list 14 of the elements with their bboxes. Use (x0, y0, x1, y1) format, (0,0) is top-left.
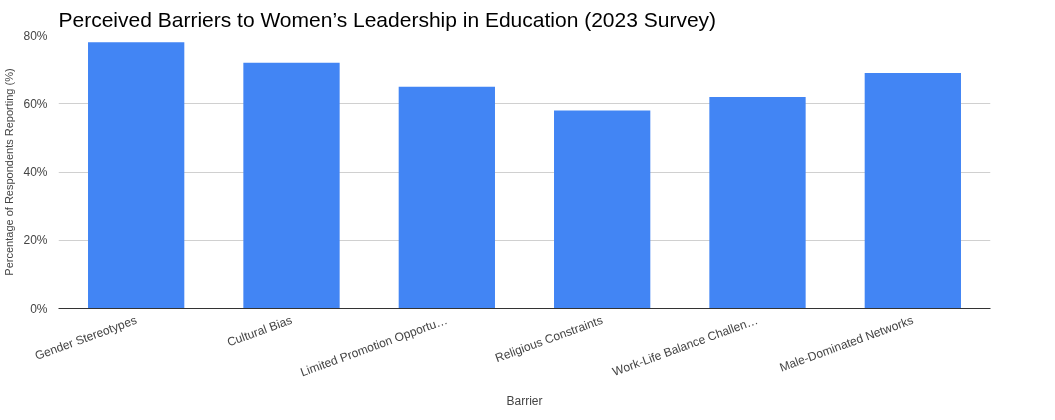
y-tick-label: 20% (23, 233, 48, 248)
y-tick-label: 0% (30, 301, 48, 316)
bar (864, 73, 961, 309)
bar (554, 110, 651, 309)
bar (88, 42, 185, 309)
y-axis-title: Percentage of Respondents Reporting (%) (3, 68, 16, 276)
y-tick-label: 60% (23, 96, 48, 111)
x-axis-title: Barrier (506, 393, 543, 408)
bar (709, 96, 806, 309)
bar (243, 62, 340, 309)
chart-title: Perceived Barriers to Women’s Leadership in Education (2023 Survey) (58, 7, 717, 31)
y-tick-label: 40% (23, 165, 48, 179)
bar (398, 86, 495, 309)
y-tick-label: 80% (23, 28, 48, 43)
